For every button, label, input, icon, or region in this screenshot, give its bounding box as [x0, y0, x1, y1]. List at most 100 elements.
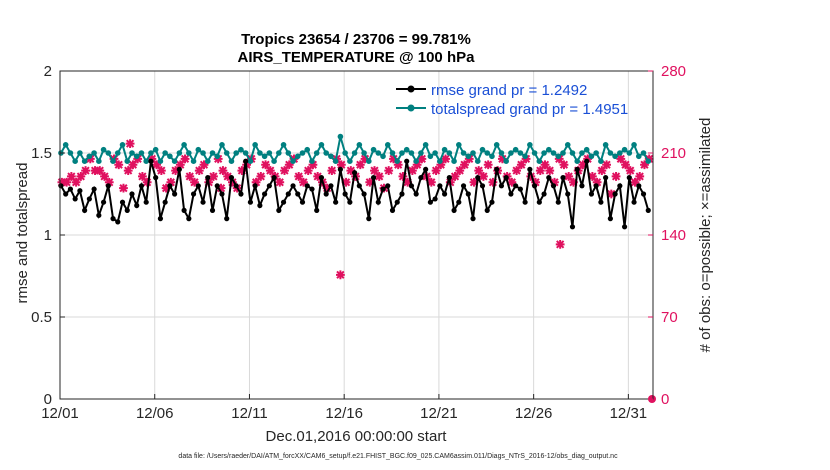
rmse-point: [333, 199, 339, 205]
totalspread-point: [460, 150, 467, 156]
totalspread-point: [418, 150, 424, 156]
rmse-point: [314, 207, 320, 213]
totalspread-point: [332, 158, 339, 164]
rmse-point: [233, 183, 239, 189]
obs-marker: [185, 172, 195, 181]
rmse-point: [404, 158, 410, 164]
rmse-point: [560, 175, 566, 181]
rmse-point: [299, 199, 306, 205]
totalspread-point: [304, 146, 311, 153]
obs-marker: [360, 154, 370, 164]
obs-marker: [171, 166, 180, 175]
obs-marker: [90, 166, 100, 175]
totalspread-point: [200, 150, 206, 156]
obs-marker: [597, 166, 607, 175]
totalspread-point: [266, 150, 273, 156]
obs-marker: [228, 177, 237, 187]
totalspread-point: [621, 146, 628, 153]
rmse-point: [186, 216, 192, 222]
totalspread-point: [342, 150, 348, 156]
totalspread-point: [290, 158, 296, 164]
totalspread-point: [257, 150, 263, 156]
totalspread-point: [370, 146, 377, 153]
rmse-point: [209, 207, 216, 213]
obs-marker: [616, 154, 626, 164]
legend-spread-label: totalspread grand pr = 1.4951: [431, 101, 628, 118]
totalspread-point: [593, 150, 599, 156]
rmse-point: [479, 183, 486, 189]
obs-marker: [62, 177, 72, 187]
rmse-point: [432, 196, 438, 202]
x-tick-label: 12/26: [515, 405, 553, 422]
totalspread-point: [100, 146, 107, 153]
rmse-point: [82, 207, 88, 213]
obs-marker: [592, 177, 602, 187]
obs-marker: [95, 166, 105, 175]
totalspread-point: [271, 158, 277, 164]
totalspread-point: [114, 150, 121, 156]
totalspread-point: [598, 158, 604, 164]
totalspread-point: [403, 146, 410, 153]
right-axis-label: # of obs: o=possible; ×=assimilated: [697, 118, 714, 353]
obs-marker: [412, 160, 422, 170]
legend: rmse grand pr = 1.2492 totalspread grand…: [396, 82, 628, 118]
rmse-point: [86, 196, 92, 202]
obs-marker: [336, 160, 346, 170]
totalspread-point: [626, 150, 633, 156]
obs-marker: [564, 172, 574, 181]
obs-marker: [341, 177, 351, 187]
x-tick-label: 12/21: [420, 405, 458, 422]
obs-marker: [209, 172, 218, 181]
rmse-point: [612, 191, 618, 197]
rmse-point: [617, 183, 623, 189]
totalspread-point: [228, 158, 235, 164]
totalspread-point: [62, 142, 69, 148]
totalspread-point: [67, 150, 74, 156]
obs-marker: [299, 177, 308, 187]
rmse-point: [96, 212, 102, 218]
right-axis-ticks: 0 70 140 210 280: [648, 63, 686, 408]
rmse-point: [484, 207, 490, 213]
obs-marker: [407, 166, 417, 175]
rmse-point: [380, 186, 386, 192]
rmse-point: [162, 199, 168, 205]
obs-marker: [455, 166, 465, 175]
obs-outlier-marker: [335, 270, 345, 280]
rmse-point: [115, 219, 121, 225]
totalspread-point: [474, 158, 481, 164]
totalspread-point: [299, 150, 306, 156]
totalspread-point: [294, 153, 301, 160]
rmse-point: [228, 175, 235, 181]
obs-marker: [630, 177, 640, 187]
obs-marker: [161, 183, 171, 193]
rmse-point: [413, 191, 419, 197]
totalspread-point: [214, 153, 221, 160]
obs-marker: [398, 172, 408, 181]
totalspread-point: [380, 153, 386, 160]
rmse-point: [437, 183, 443, 189]
rmse-point: [370, 175, 377, 181]
totalspread-point: [560, 150, 566, 156]
obs-marker: [497, 154, 507, 164]
totalspread-point: [133, 153, 140, 160]
rmse-point: [190, 191, 197, 197]
totalspread-point: [635, 153, 642, 160]
obs-marker: [578, 160, 588, 170]
rmse-point: [195, 183, 201, 189]
totalspread-point: [451, 158, 457, 164]
totalspread-point: [441, 146, 448, 153]
totalspread-point: [607, 150, 614, 156]
rmse-point: [366, 216, 372, 222]
totalspread-point: [152, 146, 159, 153]
y-axis-label: rmse and totalspread: [14, 163, 31, 304]
rmse-point: [266, 183, 272, 189]
rmse-point: [569, 224, 576, 230]
obs-marker: [507, 177, 517, 187]
rmse-point: [63, 191, 69, 197]
totalspread-point: [138, 150, 145, 156]
obs-marker: [460, 160, 469, 170]
rmse-point: [621, 224, 628, 230]
totalspread-point: [148, 150, 154, 156]
totalspread-point: [157, 158, 164, 164]
rmse-point: [508, 191, 514, 197]
